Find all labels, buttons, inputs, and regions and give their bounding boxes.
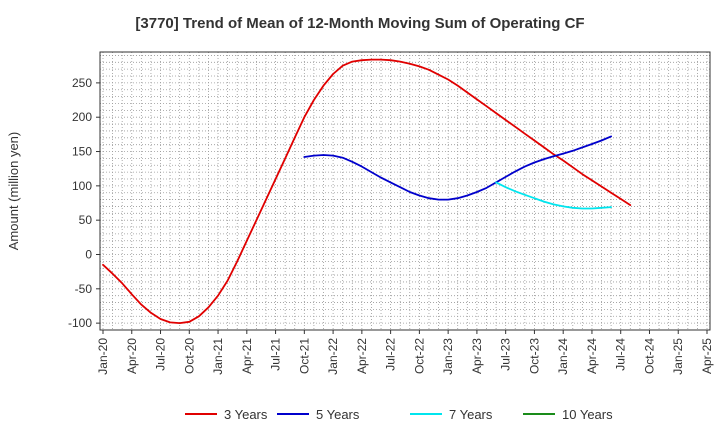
x-tick-label: Apr-25 bbox=[700, 338, 714, 374]
x-tick-label: Apr-20 bbox=[125, 338, 139, 374]
series-layer bbox=[102, 58, 632, 324]
x-tick-label: Oct-22 bbox=[412, 338, 426, 374]
legend-label: 3 Years bbox=[224, 407, 268, 422]
x-tick-label: Apr-24 bbox=[585, 338, 599, 374]
y-tick-label: 150 bbox=[72, 145, 92, 159]
x-tick-label: Jan-21 bbox=[211, 338, 225, 375]
y-tick-label: 250 bbox=[72, 76, 92, 90]
x-tick-label: Jul-21 bbox=[269, 338, 283, 371]
y-axis: -100 -50 0 50 100 150 200 250 bbox=[68, 76, 100, 330]
series-line-5-years bbox=[303, 135, 612, 201]
x-tick-label: Jul-22 bbox=[384, 338, 398, 371]
plot-background bbox=[100, 52, 710, 330]
x-tick-label: Oct-21 bbox=[297, 338, 311, 374]
plot-frame bbox=[99, 51, 711, 331]
y-tick-label: -50 bbox=[75, 282, 93, 296]
x-tick-label: Jul-23 bbox=[499, 338, 513, 371]
x-tick-label: Apr-22 bbox=[355, 338, 369, 374]
x-tick-label: Oct-24 bbox=[642, 338, 656, 374]
y-tick-label: -100 bbox=[68, 316, 92, 330]
x-tick-label: Jan-25 bbox=[671, 338, 685, 375]
chart-title: [3770] Trend of Mean of 12-Month Moving … bbox=[135, 15, 584, 32]
y-tick-label: 100 bbox=[72, 179, 92, 193]
y-axis-label: Amount (million yen) bbox=[6, 132, 21, 251]
x-tick-label: Apr-23 bbox=[470, 338, 484, 374]
y-tick-label: 200 bbox=[72, 110, 92, 124]
series-line-3-years bbox=[102, 58, 632, 324]
x-tick-label: Jan-22 bbox=[326, 338, 340, 375]
legend-label: 5 Years bbox=[316, 407, 360, 422]
x-tick-label: Oct-23 bbox=[527, 338, 541, 374]
y-tick-label: 0 bbox=[85, 247, 92, 261]
x-tick-label: Jan-23 bbox=[441, 338, 455, 375]
x-tick-label: Jan-20 bbox=[96, 338, 110, 375]
x-tick-label: Jan-24 bbox=[556, 338, 570, 375]
series-line-7-years bbox=[495, 181, 612, 210]
x-tick-label: Jul-20 bbox=[154, 338, 168, 371]
grid bbox=[100, 52, 710, 331]
legend-label: 7 Years bbox=[449, 407, 493, 422]
legend-label: 10 Years bbox=[562, 407, 613, 422]
y-tick-label: 50 bbox=[79, 213, 93, 227]
x-tick-label: Oct-20 bbox=[182, 338, 196, 374]
x-axis: Jan-20 Apr-20 Jul-20 Oct-20 Jan-21 Apr-21 Jul-… bbox=[96, 330, 714, 375]
x-tick-label: Apr-21 bbox=[240, 338, 254, 374]
legend: 3 Years 5 Years 7 Years 10 Years bbox=[185, 407, 613, 422]
x-tick-label: Jul-24 bbox=[614, 338, 628, 371]
